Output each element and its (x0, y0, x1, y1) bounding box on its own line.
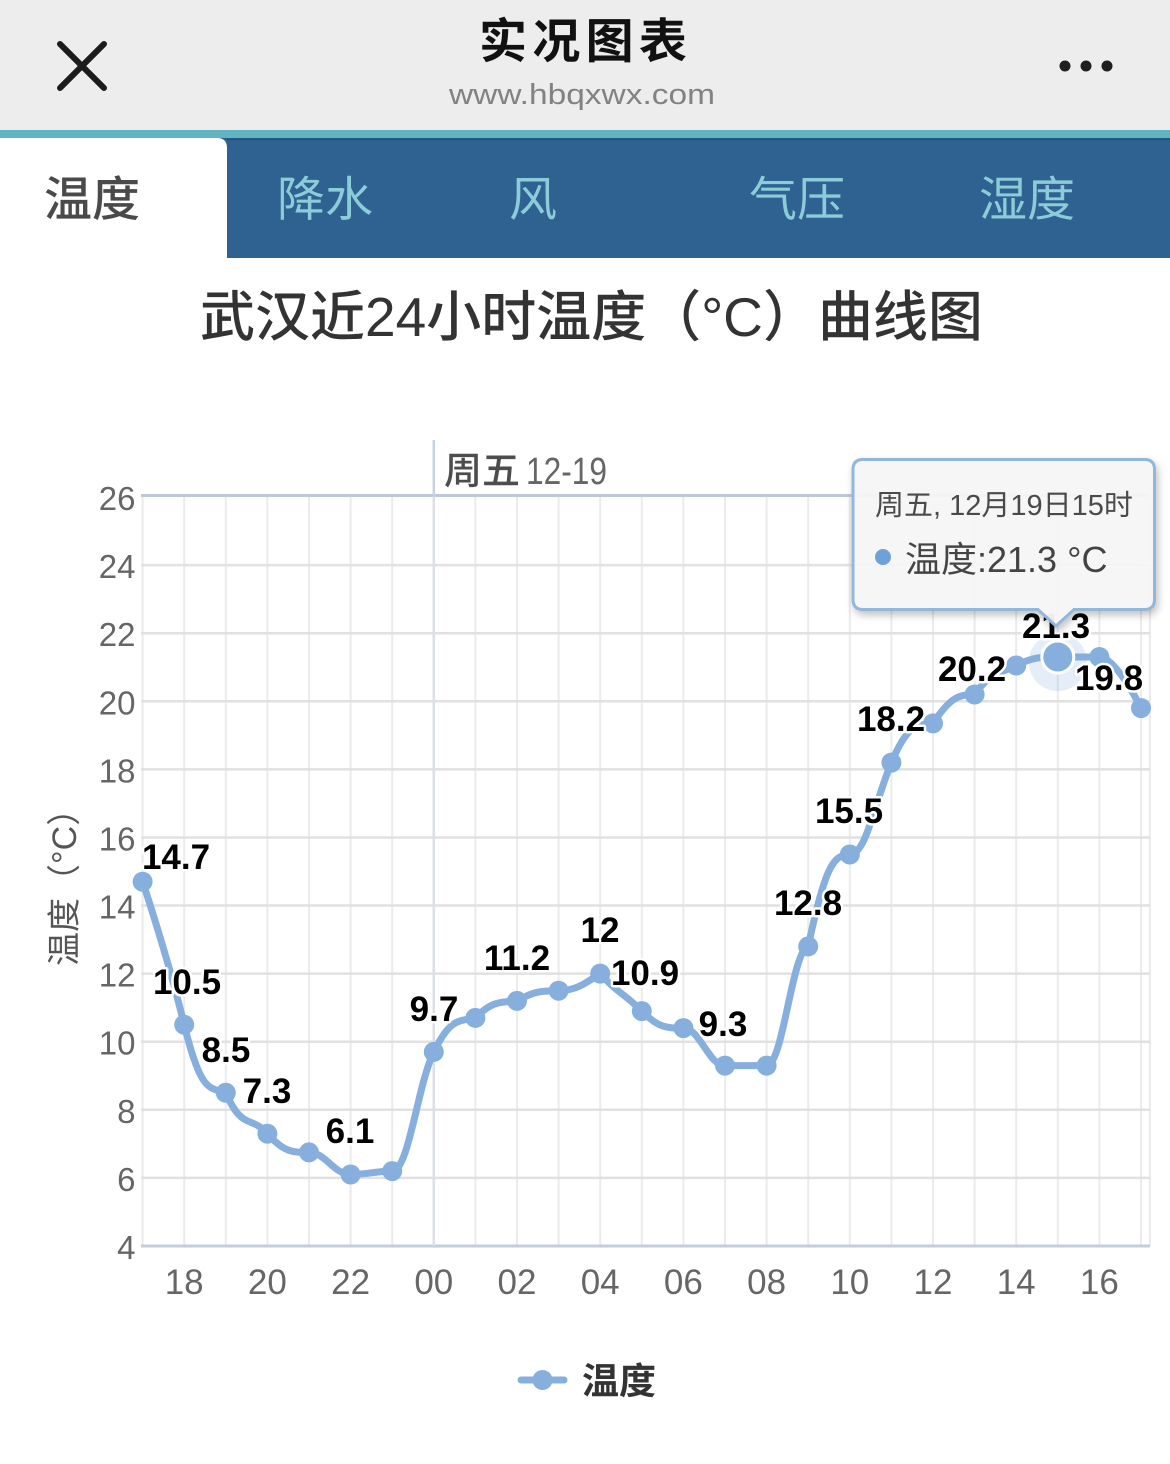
svg-text:14.7: 14.7 (142, 838, 210, 877)
svg-text:15.5: 15.5 (815, 792, 883, 831)
svg-text:10: 10 (99, 1025, 136, 1062)
svg-text:16: 16 (99, 821, 136, 858)
svg-text:14: 14 (99, 889, 136, 926)
svg-text:12: 12 (914, 1263, 953, 1302)
svg-text:8.5: 8.5 (202, 1031, 251, 1070)
svg-text:00: 00 (414, 1263, 453, 1302)
svg-text:12: 12 (581, 911, 620, 950)
svg-text:19.8: 19.8 (1075, 659, 1143, 698)
svg-text:6: 6 (117, 1161, 135, 1198)
svg-text:04: 04 (581, 1263, 620, 1302)
svg-text:18.2: 18.2 (857, 700, 925, 739)
svg-text:16: 16 (1080, 1263, 1119, 1302)
svg-text:, 12: , 12 (933, 490, 981, 522)
svg-text:°C: °C (701, 286, 763, 348)
svg-text:www.hbqxwx.com: www.hbqxwx.com (448, 79, 715, 111)
svg-text:4: 4 (117, 1229, 135, 1266)
svg-text:8: 8 (117, 1093, 135, 1130)
svg-text:9.7: 9.7 (410, 990, 459, 1029)
svg-text:22: 22 (331, 1263, 370, 1302)
svg-text:12-19: 12-19 (526, 451, 607, 493)
svg-text:6.1: 6.1 (326, 1112, 375, 1151)
svg-text:14: 14 (997, 1263, 1036, 1302)
svg-text:12: 12 (99, 957, 136, 994)
svg-text:06: 06 (664, 1263, 703, 1302)
svg-text:10.9: 10.9 (611, 954, 679, 993)
svg-text:12.8: 12.8 (774, 884, 842, 923)
svg-text:10.5: 10.5 (153, 963, 221, 1002)
svg-text:18: 18 (165, 1263, 204, 1302)
svg-text:24: 24 (99, 548, 136, 585)
svg-text:9.3: 9.3 (699, 1005, 748, 1044)
svg-text:21.3: 21.3 (1022, 607, 1090, 646)
svg-text:15: 15 (1072, 490, 1104, 522)
svg-text:20.2: 20.2 (938, 650, 1006, 689)
svg-text:19: 19 (1010, 490, 1042, 522)
svg-text:24: 24 (365, 286, 426, 348)
svg-text:20: 20 (99, 684, 136, 721)
svg-text:10: 10 (830, 1263, 869, 1302)
svg-text:26: 26 (99, 480, 136, 517)
svg-text::21.3 °C: :21.3 °C (977, 539, 1107, 580)
svg-text:08: 08 (747, 1263, 786, 1302)
svg-text:11.2: 11.2 (484, 939, 550, 978)
svg-text:22: 22 (99, 616, 136, 653)
svg-text:°C: °C (46, 826, 84, 864)
svg-text:20: 20 (248, 1263, 287, 1302)
svg-text:02: 02 (498, 1263, 537, 1302)
svg-text:7.3: 7.3 (243, 1072, 292, 1111)
svg-text:18: 18 (99, 752, 136, 789)
